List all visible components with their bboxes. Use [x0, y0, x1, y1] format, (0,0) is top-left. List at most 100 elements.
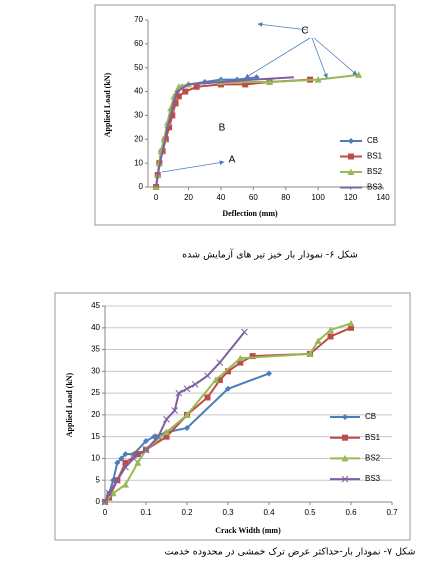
y-tick-label: 40 [91, 323, 100, 332]
x-tick-label: 0.2 [181, 508, 193, 517]
point [314, 76, 322, 83]
point [184, 424, 190, 431]
x-tick-label: 0.6 [345, 508, 357, 517]
x-tick-label: 0 [103, 508, 108, 517]
point [171, 407, 179, 414]
point [191, 381, 199, 388]
point [225, 368, 231, 375]
y-tick-label: 20 [134, 134, 143, 143]
x-tick-label: 80 [281, 193, 290, 202]
x-tick-label: 120 [344, 193, 358, 202]
annotation: C [301, 26, 308, 37]
legend-marker [342, 434, 348, 441]
x-tick-label: 60 [249, 193, 258, 202]
y-axis-label: Applied Load (kN) [103, 72, 112, 137]
point [143, 438, 149, 445]
y-tick-label: 30 [134, 111, 143, 120]
point [172, 100, 179, 107]
legend-label: CB [367, 136, 378, 145]
point [113, 476, 121, 484]
series-line [155, 76, 294, 188]
point [154, 433, 162, 441]
point [114, 459, 121, 466]
point [225, 385, 231, 392]
annotation-arrow [244, 37, 311, 79]
point [266, 370, 272, 377]
point [204, 394, 211, 401]
legend-label: BS2 [367, 167, 383, 176]
legend-marker [348, 153, 354, 160]
point [314, 337, 322, 344]
point [241, 328, 248, 336]
chart-frame [54, 292, 411, 541]
point [175, 389, 183, 397]
annotation-arrow [257, 22, 309, 31]
point [327, 333, 334, 340]
legend-marker [341, 454, 349, 462]
point [101, 498, 109, 506]
y-tick-label: 70 [134, 15, 143, 24]
point [183, 411, 191, 418]
point [109, 489, 117, 497]
annotation: A [229, 155, 236, 166]
point [182, 88, 189, 95]
x-tick-label: 40 [216, 193, 225, 202]
legend-marker [342, 414, 348, 420]
point [355, 71, 363, 78]
y-tick-label: 60 [134, 39, 143, 48]
point [142, 446, 150, 454]
point [130, 455, 138, 462]
legend-marker [341, 475, 349, 483]
y-tick-label: 15 [91, 432, 100, 441]
legend-label: BS3 [367, 183, 383, 192]
point [122, 463, 129, 471]
point [175, 93, 182, 100]
point [216, 377, 223, 384]
y-tick-label: 30 [91, 366, 100, 375]
legend-marker [347, 168, 355, 175]
point [122, 459, 129, 466]
x-tick-label: 0.4 [263, 508, 275, 517]
point [193, 83, 200, 90]
point [122, 481, 129, 488]
legend-marker [348, 138, 354, 144]
y-axis-label: Applied Load (kN) [65, 372, 74, 437]
point [242, 81, 249, 88]
point [163, 428, 170, 436]
y-tick-label: 25 [91, 388, 100, 397]
annotation-arrow [161, 160, 225, 173]
point [212, 376, 220, 384]
caption: شکل ۶- نمودار بار خیز تیر های آزمایش شده [182, 248, 358, 261]
legend-label: BS2 [365, 454, 381, 463]
point [237, 359, 244, 366]
x-axis-label: Crack Width (mm) [215, 526, 281, 535]
annotation: B [219, 123, 226, 134]
point [204, 372, 211, 380]
point [163, 415, 170, 423]
y-tick-label: 45 [91, 301, 100, 310]
x-axis-label: Deflection (mm) [222, 209, 278, 218]
legend-label: BS1 [365, 433, 381, 442]
y-tick-label: 0 [139, 182, 144, 191]
point [347, 319, 355, 327]
point [175, 83, 183, 90]
point [134, 459, 142, 466]
legend-label: BS3 [365, 474, 381, 483]
x-tick-label: 0.7 [386, 508, 398, 517]
point [327, 326, 334, 333]
x-tick-label: 140 [376, 193, 390, 202]
y-tick-label: 10 [134, 158, 143, 167]
x-tick-label: 0.5 [304, 508, 316, 517]
y-tick-label: 20 [91, 410, 100, 419]
y-tick-label: 10 [91, 454, 100, 463]
legend-label: CB [365, 412, 376, 421]
series-line [104, 331, 246, 503]
point [166, 124, 173, 131]
point [266, 78, 274, 86]
x-tick-label: 20 [184, 193, 193, 202]
x-tick-label: 0 [154, 193, 159, 202]
point [348, 324, 354, 331]
point [249, 353, 256, 360]
y-tick-label: 0 [96, 497, 101, 506]
chart-frame [94, 4, 396, 226]
